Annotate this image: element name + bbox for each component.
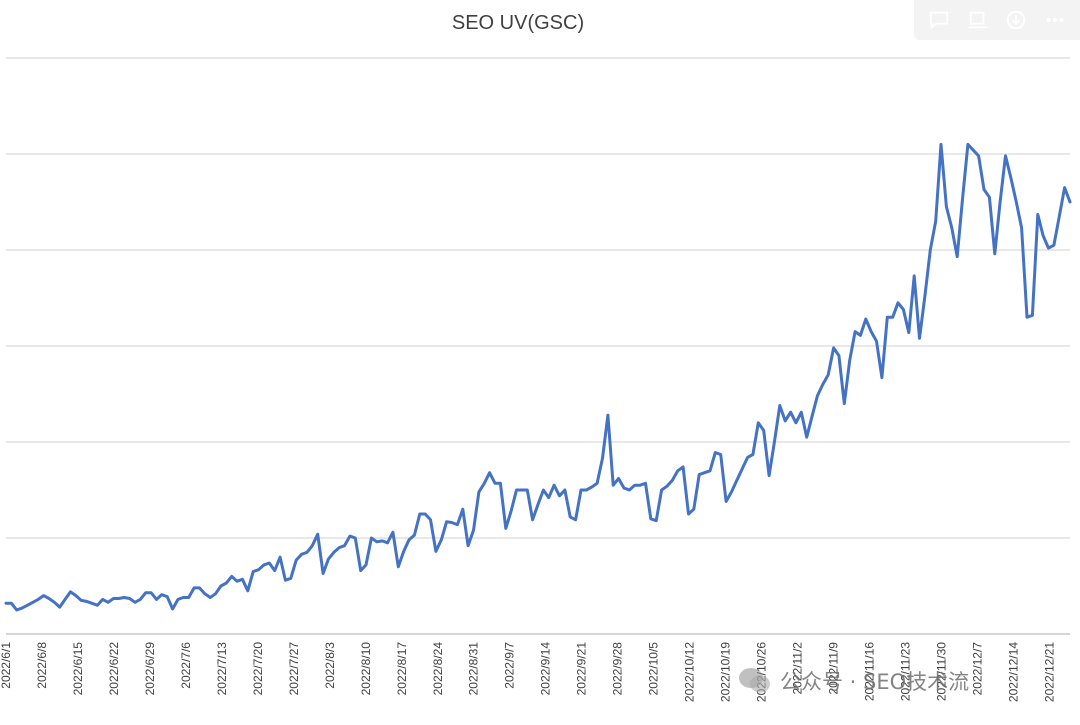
x-tick-label: 2022/10/12 [683, 642, 697, 702]
x-axis-tick-labels: 2022/6/1 2022/6/8 2022/6/15 2022/6/22 2022/6… [0, 642, 1056, 702]
comment-icon[interactable] [926, 7, 952, 33]
watermark: 公众号 · SEO技术流 [738, 664, 969, 698]
x-tick-label: 2022/11/16 [863, 642, 877, 701]
x-tick-label: 2022/8/31 [467, 642, 481, 696]
x-tick-label: 2022/9/7 [503, 642, 517, 689]
x-tick-label: 2022/6/8 [35, 642, 49, 689]
x-tick-label: 2022/9/14 [539, 642, 553, 696]
x-tick-label: 2022/6/1 [0, 642, 13, 689]
x-tick-label: 2022/11/2 [791, 642, 805, 695]
x-tick-label: 2022/9/21 [575, 642, 589, 696]
x-tick-label: 2022/7/27 [287, 642, 301, 696]
monitor-icon[interactable] [965, 7, 991, 33]
x-tick-label: 2022/7/6 [179, 642, 193, 689]
x-tick-label: 2022/11/9 [827, 642, 841, 695]
x-tick-label: 2022/8/10 [359, 642, 373, 696]
watermark-text: 公众号 · SEO技术流 [780, 670, 970, 694]
x-tick-label: 2022/12/14 [1006, 642, 1020, 702]
gridlines [6, 57, 1070, 635]
x-tick-label: 2022/6/15 [71, 642, 85, 696]
chart-toolbar [914, 0, 1080, 40]
x-tick-label: 2022/12/7 [970, 642, 984, 696]
chart-title: SEO UV(GSC) [452, 12, 584, 34]
wechat-icon [739, 668, 770, 693]
x-tick-label: 2022/12/21 [1042, 642, 1056, 702]
x-tick-label: 2022/9/28 [611, 642, 625, 696]
x-tick-label: 2022/11/30 [934, 642, 948, 701]
x-tick-label: 2022/8/3 [323, 642, 337, 689]
series-layer [4, 142, 1072, 612]
x-tick-label: 2022/6/29 [143, 642, 157, 696]
x-tick-label: 2022/10/5 [647, 642, 661, 696]
download-icon[interactable] [1003, 7, 1029, 33]
x-tick-label: 2022/8/24 [431, 642, 445, 696]
series-line-0 [4, 142, 1072, 612]
x-tick-label: 2022/7/13 [215, 642, 229, 696]
x-tick-label: 2022/7/20 [251, 642, 265, 696]
x-tick-label: 2022/6/22 [107, 642, 121, 696]
x-tick-label: 2022/10/19 [719, 642, 733, 702]
x-tick-label: 2022/11/23 [899, 642, 913, 701]
more-icon[interactable] [1042, 7, 1068, 33]
x-tick-label: 2022/8/17 [395, 642, 409, 696]
